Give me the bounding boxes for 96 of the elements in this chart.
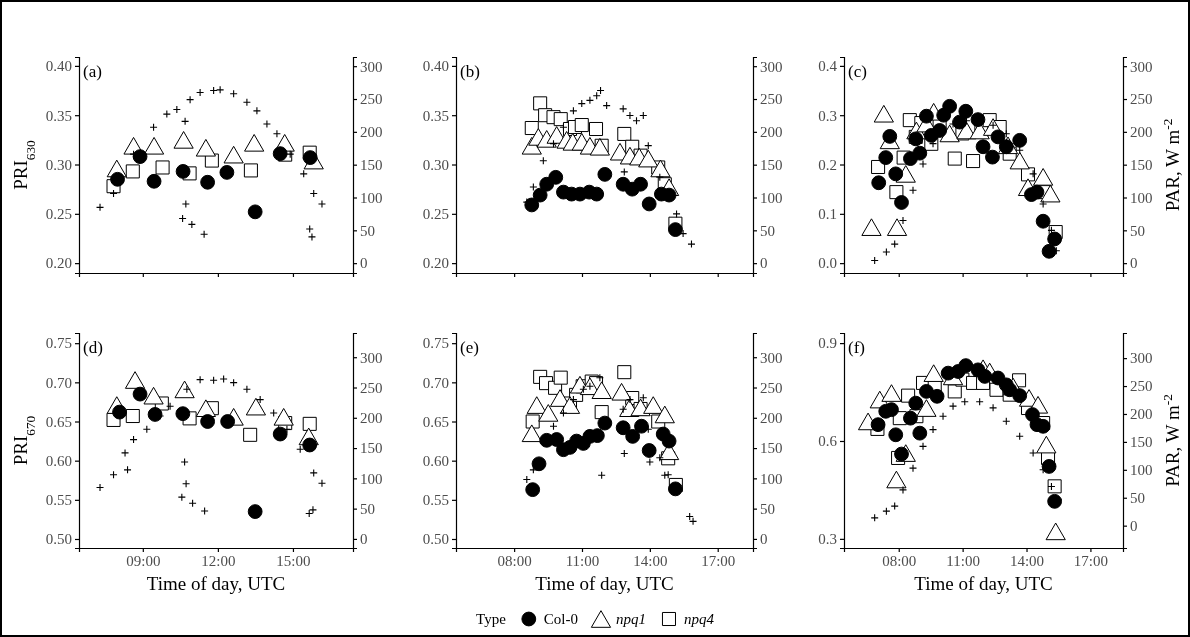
y2-tick-label: 300 [360,349,383,366]
y2-tick-label: 100 [360,470,383,487]
y-tick-label: 0.3 [818,531,837,548]
y2-tick-label: 200 [760,410,783,427]
y2-tick-label: 200 [360,124,383,141]
y2-tick-label: 250 [760,379,783,396]
x-tick-label: 17:00 [701,552,736,569]
y-tick-label: 0.75 [422,335,449,352]
annotation: (b) [460,62,480,81]
y-tick-label: 0.25 [45,206,72,223]
y2-tick-label: 150 [1130,434,1153,451]
annotation: (a) [83,62,102,81]
y-tick-label: 0.70 [422,374,449,391]
y-tick-label: 0.40 [45,58,72,75]
y-tick-label: 0.9 [818,335,837,352]
y-tick-label: 0.55 [422,492,449,509]
x-axis-title: Time of day, UTC [535,573,674,594]
y2-tick-label: 50 [360,500,375,517]
y2-tick-label: 100 [760,189,783,206]
y-tick-label: 0.35 [422,107,449,124]
y-tick-label: 0.70 [45,374,72,391]
y2-tick-label: 200 [760,124,783,141]
y-tick-label: 0.30 [422,156,449,173]
y2-tick-label: 250 [1130,378,1153,395]
y-tick-label: 0.35 [45,107,72,124]
x-axis-title: Time of day, UTC [914,573,1053,594]
x-tick-label: 08:00 [497,552,532,569]
y-tick-label: 0.6 [818,433,838,450]
y2-tick-label: 150 [360,440,383,457]
annotation: (d) [83,338,103,357]
y2-tick-label: 300 [760,58,783,75]
y2-tick-label: 150 [760,440,783,457]
y2-tick-label: 150 [760,156,783,173]
y2-tick-label: 300 [760,349,783,366]
y2-tick-label: 100 [760,470,783,487]
x-tick-label: 08:00 [882,552,917,569]
y2-tick-label: 0 [760,255,768,272]
y-tick-label: 0.50 [422,531,449,548]
legend-label: Col-0 [543,611,578,627]
annotation: (c) [848,62,867,81]
x-tick-label: 09:00 [126,552,161,569]
y2-tick-label: 200 [1130,406,1153,423]
y2-tick-label: 200 [360,410,383,427]
y-tick-label: 0.20 [45,255,72,272]
y2-tick-label: 250 [360,379,383,396]
y2-tick-label: 0 [1130,517,1138,534]
x-tick-label: 17:00 [1073,552,1108,569]
x-tick-label: 12:00 [201,552,236,569]
y-tick-label: 0.3 [818,107,837,124]
y2-tick-label: 100 [1130,462,1153,479]
y-tick-label: 0.30 [45,156,72,173]
annotation: (e) [460,338,479,357]
x-axis-title: Time of day, UTC [146,573,286,594]
legend-label: npq4 [683,611,715,627]
y2-tick-label: 50 [760,222,775,239]
y2-tick-label: 200 [1130,124,1153,141]
y2-tick-label: 250 [1130,91,1153,108]
y-tick-label: 0.55 [45,492,72,509]
y-tick-label: 0.4 [818,58,838,75]
y2-tick-label: 50 [1130,490,1145,507]
legend-label: npq1 [615,611,646,627]
y2-tick-label: 100 [360,189,383,206]
y-tick-label: 0.25 [422,206,449,223]
y-tick-label: 0.75 [45,335,72,352]
y2-tick-label: 0 [360,255,368,272]
annotation: (f) [848,338,865,357]
y2-tick-label: 250 [360,91,383,108]
y2-tick-label: 50 [360,222,375,239]
y2-tick-label: 300 [360,58,383,75]
y2-tick-label: 0 [1130,255,1138,272]
y-tick-label: 0.65 [45,413,72,430]
y-tick-label: 0.20 [422,255,449,272]
x-tick-label: 11:00 [946,552,980,569]
x-tick-label: 14:00 [1009,552,1045,569]
y2-tick-label: 150 [1130,156,1153,173]
legend-title: Type [476,611,507,627]
y2-tick-label: 150 [360,156,383,173]
y-tick-label: 0.1 [818,206,837,223]
y-tick-label: 0.0 [818,255,837,272]
y-tick-label: 0.60 [422,452,449,469]
y2-tick-label: 50 [760,500,775,517]
x-tick-label: 15:00 [276,552,311,569]
y2-tick-label: 100 [1130,189,1153,206]
y-tick-label: 0.40 [422,58,449,75]
y2-tick-label: 0 [360,531,368,548]
y-tick-label: 0.2 [818,156,837,173]
y2-tick-label: 250 [760,91,783,108]
y2-tick-label: 50 [1130,222,1145,239]
y2-tick-label: 0 [760,531,768,548]
x-tick-label: 11:00 [565,552,600,569]
y-tick-label: 0.60 [45,452,72,469]
x-tick-label: 14:00 [633,552,668,569]
y2-tick-label: 300 [1130,58,1153,75]
y2-tick-label: 300 [1130,350,1153,367]
y-tick-label: 0.65 [422,413,449,430]
y-tick-label: 0.50 [45,531,72,548]
